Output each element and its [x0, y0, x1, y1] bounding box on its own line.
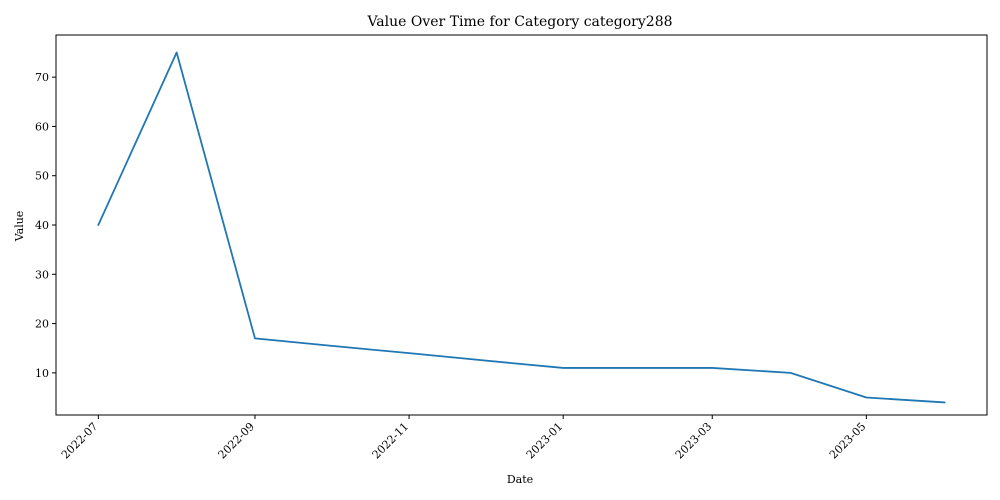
y-tick-label: 60: [35, 120, 49, 133]
plot-frame: [55, 34, 988, 416]
x-axis-label: Date: [507, 473, 533, 486]
x-tick-label: 2022-09: [216, 420, 258, 462]
y-tick-label: 20: [35, 318, 49, 331]
x-tick-label: 2023-03: [673, 420, 715, 462]
series-line: [97, 51, 946, 404]
x-tick-label: 2023-05: [827, 420, 869, 462]
y-tick-label: 70: [35, 71, 49, 84]
y-tick-label: 30: [35, 268, 49, 281]
y-tick-label: 10: [35, 367, 49, 380]
x-tick-label: 2023-01: [524, 420, 566, 462]
y-axis-ticks: 10 20 30 40 50 60 70: [35, 71, 56, 380]
series-layer: [97, 51, 946, 404]
plot-area: [56, 35, 987, 415]
x-tick-label: 2022-11: [370, 420, 412, 462]
y-tick-label: 40: [35, 219, 49, 232]
x-axis-ticks: 2022-07 2022-09 2022-11 2023-01 2023-03 2023-…: [59, 415, 869, 462]
x-tick-label: 2022-07: [59, 420, 101, 462]
y-tick-label: 50: [35, 170, 49, 183]
chart-title: Value Over Time for Category category288: [366, 14, 672, 30]
y-axis-label: Value: [13, 211, 26, 243]
